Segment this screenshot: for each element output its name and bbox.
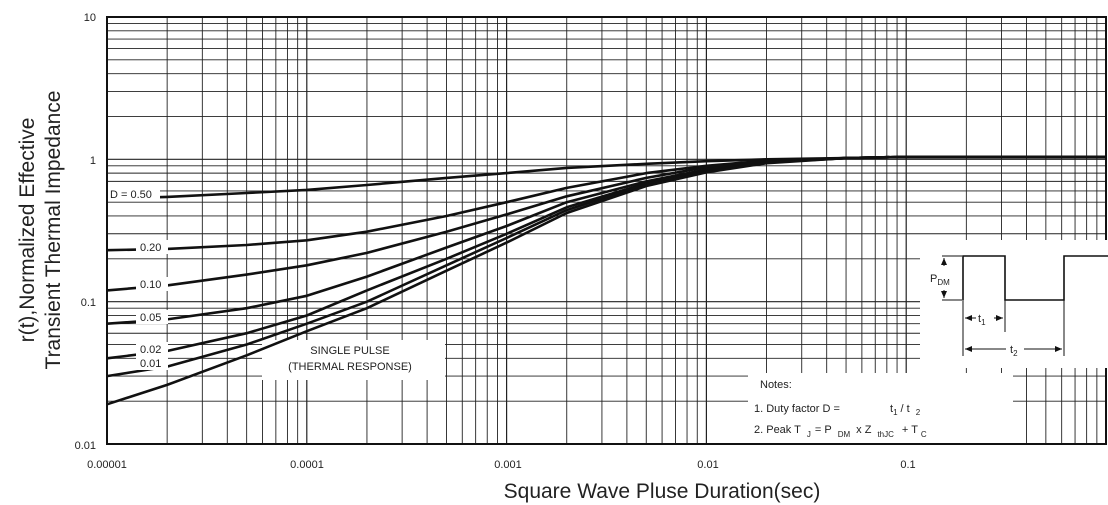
y-tick-label: 1 [90, 155, 96, 167]
plot-frame [106, 16, 1107, 445]
series-label-d050: D = 0.50 [110, 189, 152, 201]
series-label-001: 0.01 [140, 358, 161, 370]
single-pulse-label-box [262, 340, 445, 380]
y-tick-label: 10 [84, 12, 96, 24]
waveform-p-label: PDM [930, 273, 950, 287]
x-tick-label: 0.001 [494, 459, 522, 471]
series-label-020: 0.20 [140, 242, 161, 254]
thermal-response-label: (THERMAL RESPONSE) [288, 361, 412, 373]
series-line-6 [106, 155, 1106, 406]
series-label-002: 0.02 [140, 344, 161, 356]
x-tick-label: 0.00001 [87, 459, 127, 471]
series-line-1 [106, 155, 1106, 252]
x-axis-title: Square Wave Pluse Duration(sec) [504, 480, 821, 503]
x-tick-label: 0.1 [900, 459, 915, 471]
series-label-005: 0.05 [140, 312, 161, 324]
y-tick-label: 0.01 [75, 440, 96, 452]
waveform-t1-label: t1 [978, 313, 986, 327]
y-tick-labels: 10 1 0.1 0.01 [75, 12, 96, 452]
y-axis-title-line2: Transient Thermal Impedance [42, 91, 65, 370]
single-pulse-label: SINGLE PULSE [310, 345, 389, 357]
series-label-010: 0.10 [140, 279, 161, 291]
x-tick-labels: 0.00001 0.0001 0.001 0.01 0.1 [87, 459, 916, 471]
waveform-t2-label: t2 [1010, 344, 1018, 358]
y-tick-label: 0.1 [81, 297, 96, 309]
series-labels: D = 0.50 0.20 0.10 0.05 0.02 0.01 [108, 187, 168, 370]
x-tick-label: 0.0001 [290, 459, 324, 471]
pulse-waveform [941, 255, 1108, 356]
x-tick-label: 0.01 [697, 459, 718, 471]
curves [106, 155, 1106, 406]
notes-title: Notes: [760, 379, 792, 391]
y-axis-title-line1: r(t),Normalized Effective [16, 118, 39, 343]
notes-box [748, 373, 1013, 443]
